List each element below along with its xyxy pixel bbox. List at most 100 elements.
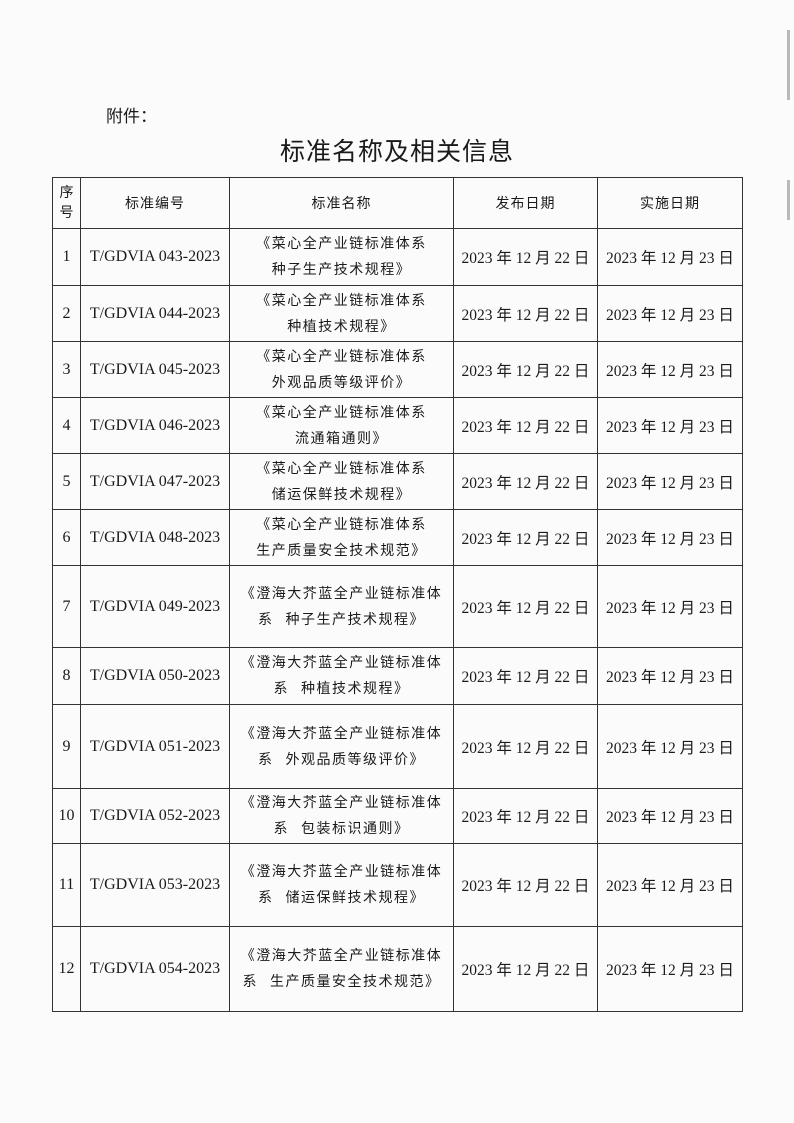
table-row: 11 T/GDVIA 053-2023 《澄海大芥蓝全产业链标准体系 储运保鲜技术规… [52,843,743,927]
standard-name-line1: 《澄海大芥蓝全产业链标准体 [240,655,443,671]
header-effective-date: 实施日期 [597,177,743,229]
standard-code: T/GDVIA 049-2023 [80,565,230,648]
standard-code: T/GDVIA 048-2023 [80,509,230,566]
standard-code: T/GDVIA 044-2023 [80,285,230,342]
publish-date: 2023 年 12 月 22 日 [453,453,598,510]
standard-name: 《澄海大芥蓝全产业链标准体系 外观品质等级评价》 [229,704,454,789]
table-row: 3 T/GDVIA 045-2023 《菜心全产业链标准体系 外观品质等级评价》 202… [52,341,743,398]
standard-name: 《澄海大芥蓝全产业链标准体系 包装标识通则》 [229,788,454,844]
standard-name: 《澄海大芥蓝全产业链标准体系 种植技术规程》 [229,647,454,705]
standard-name-line2: 系 种子生产技术规程》 [258,611,425,628]
standard-name-line2: 系 外观品质等级评价》 [258,751,425,768]
attachment-label: 附件： [106,107,157,127]
table-row: 5 T/GDVIA 047-2023 《菜心全产业链标准体系 储运保鲜技术规程》 202… [52,453,743,510]
standard-name-line1: 《澄海大芥蓝全产业链标准体 [240,725,443,742]
standard-name: 《菜心全产业链标准体系 生产质量安全技术规范》 [229,509,454,566]
standard-name-line2: 系 储运保鲜技术规程》 [258,890,425,906]
standard-name-line1: 《菜心全产业链标准体系 [256,348,427,365]
standard-name-line1: 《澄海大芥蓝全产业链标准体 [240,948,443,964]
standard-name-line1: 《澄海大芥蓝全产业链标准体 [240,585,443,602]
publish-date: 2023 年 12 月 22 日 [453,285,598,342]
standard-name: 《菜心全产业链标准体系 种植技术规程》 [229,285,454,342]
table-header-row: 序号 标准编号 标准名称 发布日期 实施日期 [52,177,743,229]
scan-edge-mark [787,30,790,100]
table-row: 7 T/GDVIA 049-2023 《澄海大芥蓝全产业链标准体系 种子生产技术规程… [52,565,743,648]
standard-name-line2: 种植技术规程》 [287,318,396,335]
effective-date: 2023 年 12 月 23 日 [597,453,743,510]
publish-date: 2023 年 12 月 22 日 [453,843,598,927]
standard-code: T/GDVIA 050-2023 [80,647,230,705]
table-row: 1 T/GDVIA 043-2023 《菜心全产业链标准体系 种子生产技术规程》 202… [52,228,743,286]
row-number: 3 [52,341,81,398]
standard-name-line2: 种子生产技术规程》 [271,262,412,278]
standard-name-line1: 《菜心全产业链标准体系 [256,516,427,533]
row-number: 5 [52,453,81,510]
standard-name: 《菜心全产业链标准体系 储运保鲜技术规程》 [229,453,454,510]
table-row: 12 T/GDVIA 054-2023 《澄海大芥蓝全产业链标准体系 生产质量安全技… [52,926,743,1012]
publish-date: 2023 年 12 月 22 日 [453,647,598,705]
scan-edge-mark [787,180,790,220]
row-number: 11 [52,843,81,927]
standard-name-line1: 《菜心全产业链标准体系 [256,404,427,421]
effective-date: 2023 年 12 月 23 日 [597,647,743,705]
standard-name: 《澄海大芥蓝全产业链标准体系 储运保鲜技术规程》 [229,843,454,927]
standard-name: 《澄海大芥蓝全产业链标准体系 生产质量安全技术规范》 [229,926,454,1012]
standard-name-line2: 外观品质等级评价》 [271,374,412,391]
publish-date: 2023 年 12 月 22 日 [453,397,598,454]
standard-name: 《菜心全产业链标准体系 外观品质等级评价》 [229,341,454,398]
table-row: 2 T/GDVIA 044-2023 《菜心全产业链标准体系 种植技术规程》 2023 … [52,285,743,342]
header-publish-date: 发布日期 [453,177,598,229]
table-row: 9 T/GDVIA 051-2023 《澄海大芥蓝全产业链标准体系 外观品质等级评价… [52,704,743,789]
standard-name-line2: 生产质量安全技术规范》 [256,542,427,559]
standard-name-line2: 系 生产质量安全技术规范》 [242,974,441,990]
standard-name-line1: 《澄海大芥蓝全产业链标准体 [240,795,443,811]
table-row: 4 T/GDVIA 046-2023 《菜心全产业链标准体系 流通箱通则》 2023 年… [52,397,743,454]
standard-code: T/GDVIA 054-2023 [80,926,230,1012]
standard-code: T/GDVIA 052-2023 [80,788,230,844]
row-number: 4 [52,397,81,454]
standard-name-line1: 《菜心全产业链标准体系 [256,236,427,252]
standard-name-line1: 《澄海大芥蓝全产业链标准体 [240,864,443,880]
row-number: 10 [52,788,81,844]
effective-date: 2023 年 12 月 23 日 [597,397,743,454]
table-row: 8 T/GDVIA 050-2023 《澄海大芥蓝全产业链标准体系 种植技术规程》 2… [52,647,743,705]
publish-date: 2023 年 12 月 22 日 [453,704,598,789]
row-number: 1 [52,228,81,286]
standard-code: T/GDVIA 051-2023 [80,704,230,789]
standard-name-line1: 《菜心全产业链标准体系 [256,460,427,477]
row-number: 7 [52,565,81,648]
standard-name-line1: 《菜心全产业链标准体系 [256,292,427,309]
effective-date: 2023 年 12 月 23 日 [597,843,743,927]
standard-code: T/GDVIA 053-2023 [80,843,230,927]
standard-name: 《澄海大芥蓝全产业链标准体系 种子生产技术规程》 [229,565,454,648]
publish-date: 2023 年 12 月 22 日 [453,565,598,648]
standard-name-line2: 流通箱通则》 [295,430,388,447]
publish-date: 2023 年 12 月 22 日 [453,509,598,566]
page-title: 标准名称及相关信息 [279,137,514,166]
header-code: 标准编号 [80,177,230,229]
effective-date: 2023 年 12 月 23 日 [597,565,743,648]
table-row: 6 T/GDVIA 048-2023 《菜心全产业链标准体系 生产质量安全技术规范》 2… [52,509,743,566]
header-no: 序号 [52,177,81,229]
publish-date: 2023 年 12 月 22 日 [453,926,598,1012]
standard-name: 《菜心全产业链标准体系 种子生产技术规程》 [229,228,454,286]
publish-date: 2023 年 12 月 22 日 [453,788,598,844]
effective-date: 2023 年 12 月 23 日 [597,285,743,342]
standard-name-line2: 系 种植技术规程》 [273,681,410,697]
effective-date: 2023 年 12 月 23 日 [597,228,743,286]
standard-code: T/GDVIA 047-2023 [80,453,230,510]
row-number: 8 [52,647,81,705]
standard-name-line2: 系 包装标识通则》 [273,821,410,837]
effective-date: 2023 年 12 月 23 日 [597,788,743,844]
table-row: 10 T/GDVIA 052-2023 《澄海大芥蓝全产业链标准体系 包装标识通则》… [52,788,743,844]
effective-date: 2023 年 12 月 23 日 [597,509,743,566]
row-number: 2 [52,285,81,342]
publish-date: 2023 年 12 月 22 日 [453,228,598,286]
row-number: 6 [52,509,81,566]
standards-table: 序号 标准编号 标准名称 发布日期 实施日期 1 T/GDVIA 043-2023… [52,177,743,1012]
effective-date: 2023 年 12 月 23 日 [597,341,743,398]
standard-code: T/GDVIA 046-2023 [80,397,230,454]
effective-date: 2023 年 12 月 23 日 [597,704,743,789]
standard-code: T/GDVIA 045-2023 [80,341,230,398]
row-number: 12 [52,926,81,1012]
